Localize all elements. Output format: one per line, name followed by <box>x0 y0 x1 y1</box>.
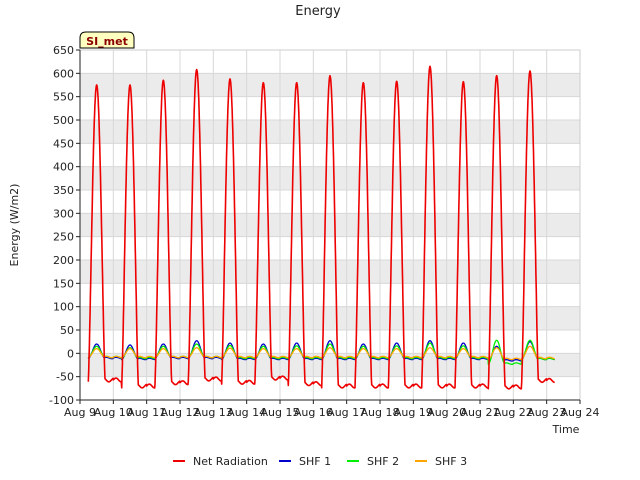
grid-band <box>80 260 580 284</box>
plot-background <box>80 50 580 400</box>
y-axis-label: Energy (W/m2) <box>8 184 21 267</box>
x-tick-label: Aug 12 <box>161 406 200 419</box>
series-line-net-radiation <box>87 65 556 390</box>
legend-item-shf-2: SHF 2 <box>347 455 399 468</box>
legend-label: SHF 2 <box>367 455 399 468</box>
grid-band <box>80 213 580 237</box>
chart-title: Energy <box>295 4 341 19</box>
grid-band <box>80 306 580 330</box>
grid-band <box>80 73 580 97</box>
y-tick-labels: -100 -50 0 50 100 150 200 250 300 350 400 450 500 550… <box>49 44 80 407</box>
y-tick-label: 450 <box>53 137 74 150</box>
legend-label: SHF 3 <box>435 455 467 468</box>
x-tick-label: Aug 19 <box>394 406 433 419</box>
y-tick-label: 200 <box>53 254 74 267</box>
y-tick-label: 650 <box>53 44 74 57</box>
x-tick-label: Aug 11 <box>127 406 166 419</box>
x-tick-label: Aug 23 <box>527 406 566 419</box>
legend-label: Net Radiation <box>193 455 268 468</box>
y-tick-label: 100 <box>53 301 74 314</box>
x-tick-label: Aug 15 <box>261 406 300 419</box>
series-line-shf-2 <box>87 339 555 365</box>
x-tick-label: Aug 17 <box>327 406 366 419</box>
series-line-shf-1 <box>87 340 555 362</box>
x-axis-label: Time <box>552 423 580 436</box>
grid-band <box>80 120 580 144</box>
site-badge: SI_met <box>79 31 135 49</box>
site-badge-label: SI_met <box>86 35 128 48</box>
legend-item-shf-3: SHF 3 <box>415 455 467 468</box>
y-tick-label: -50 <box>56 371 74 384</box>
grid-band <box>80 166 580 190</box>
legend-item-net-radiation: Net Radiation <box>173 455 268 468</box>
y-tick-label: 500 <box>53 114 74 127</box>
x-tick-label: Aug 21 <box>461 406 500 419</box>
series-line-shf-3 <box>87 345 555 361</box>
y-tick-label: 50 <box>60 324 74 337</box>
x-tick-label: Aug 22 <box>494 406 533 419</box>
x-tick-label: Aug 9 <box>64 406 96 419</box>
legend-item-shf-1: SHF 1 <box>279 455 331 468</box>
x-tick-label: Aug 24 <box>561 406 600 419</box>
site-badge-box <box>79 31 135 49</box>
y-tick-label: 400 <box>53 161 74 174</box>
y-tick-label: 250 <box>53 231 74 244</box>
y-tick-label: 600 <box>53 67 74 80</box>
x-tick-label: Aug 14 <box>227 406 266 419</box>
x-tick-label: Aug 16 <box>294 406 333 419</box>
x-tick-label: Aug 18 <box>361 406 400 419</box>
series-layer <box>87 65 556 390</box>
y-tick-label: -100 <box>49 394 74 407</box>
legend: Net Radiation SHF 1 SHF 2 SHF 3 <box>173 455 467 468</box>
x-tick-label: Aug 13 <box>194 406 233 419</box>
x-tick-label: Aug 20 <box>427 406 466 419</box>
axes <box>79 49 581 401</box>
y-tick-label: 300 <box>53 207 74 220</box>
y-tick-label: 550 <box>53 91 74 104</box>
y-tick-label: 350 <box>53 184 74 197</box>
y-tick-label: 0 <box>67 347 74 360</box>
x-tick-label: Aug 10 <box>94 406 133 419</box>
y-tick-label: 150 <box>53 277 74 290</box>
legend-label: SHF 1 <box>299 455 331 468</box>
